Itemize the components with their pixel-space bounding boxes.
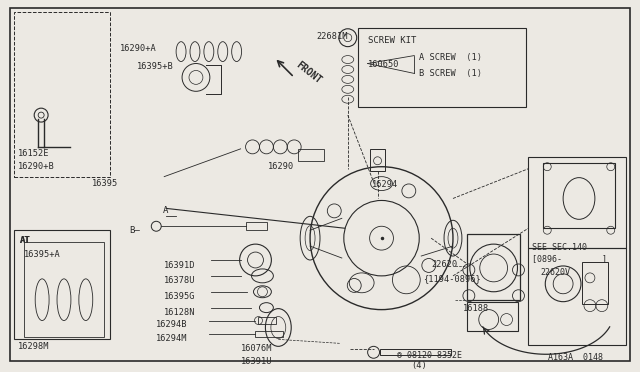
Bar	[582, 262, 608, 304]
Bar	[24, 242, 104, 337]
Bar	[255, 331, 284, 337]
Text: 22620V: 22620V	[540, 268, 570, 277]
Text: A163A  0148: A163A 0148	[548, 353, 604, 362]
Bar	[529, 157, 626, 248]
Text: 16395+A: 16395+A	[24, 250, 61, 259]
Text: 16294M: 16294M	[156, 334, 188, 343]
Text: SEE SEC.140: SEE SEC.140	[532, 243, 588, 252]
Text: AT: AT	[20, 236, 31, 245]
Bar	[380, 349, 451, 355]
Bar	[370, 149, 385, 171]
Text: 16290: 16290	[268, 162, 294, 171]
Text: SCREW KIT: SCREW KIT	[367, 36, 416, 45]
Bar	[246, 222, 268, 230]
Text: 16395+B: 16395+B	[138, 61, 174, 71]
Text: 16290+B: 16290+B	[19, 162, 55, 171]
Bar	[14, 12, 109, 177]
Text: 16395G: 16395G	[164, 292, 196, 301]
Text: 16294: 16294	[372, 180, 398, 189]
Bar	[358, 28, 527, 107]
Text: 22681M: 22681M	[316, 32, 348, 41]
Text: AT: AT	[20, 236, 31, 245]
Text: (4): (4)	[412, 361, 427, 370]
Text: 16294B: 16294B	[156, 320, 188, 328]
Bar	[543, 163, 615, 228]
Text: B—: B—	[129, 226, 140, 235]
Text: 16152E: 16152E	[19, 149, 50, 158]
Text: 16290+A: 16290+A	[120, 44, 156, 53]
Bar	[259, 317, 276, 324]
Text: 16298M: 16298M	[19, 342, 50, 352]
Text: B SCREW  ⟨1⟩: B SCREW ⟨1⟩	[419, 70, 482, 78]
Bar	[14, 230, 109, 339]
Text: [0896-        ]: [0896- ]	[532, 254, 607, 263]
Text: A SCREW  ⟨1⟩: A SCREW ⟨1⟩	[419, 52, 482, 62]
Text: {1194-0896}: {1194-0896}	[423, 274, 481, 283]
Bar	[298, 149, 324, 161]
Text: 16188: 16188	[463, 304, 489, 312]
Text: 16128N: 16128N	[164, 308, 196, 317]
Text: 22620: 22620	[431, 260, 458, 269]
Text: 160650: 160650	[367, 60, 399, 68]
Text: 16391U: 16391U	[241, 357, 272, 366]
Text: 16395: 16395	[92, 179, 118, 187]
Text: 16076M: 16076M	[241, 344, 272, 353]
Text: FRONT: FRONT	[294, 60, 323, 86]
Bar	[529, 248, 626, 345]
Text: A: A	[163, 206, 168, 215]
Text: 16378U: 16378U	[164, 276, 196, 285]
Text: ® 08120-8352E: ® 08120-8352E	[397, 351, 463, 360]
Bar	[467, 234, 520, 300]
Bar	[467, 302, 518, 331]
Text: 16391D: 16391D	[164, 261, 196, 270]
